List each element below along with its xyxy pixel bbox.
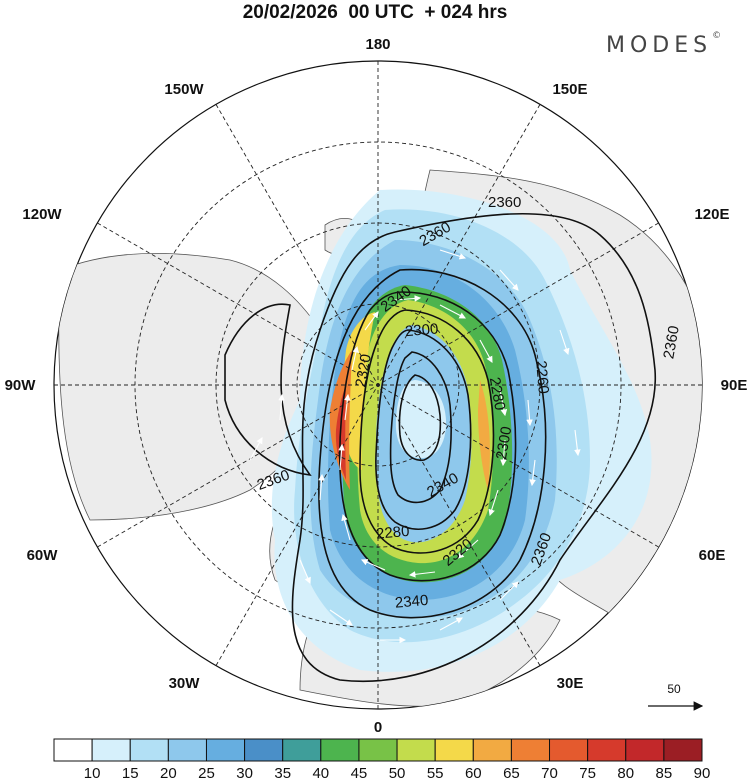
colorbar-tick-label: 55 [427,765,444,782]
colorbar-tick-label: 15 [122,765,139,782]
colorbar-box [320,738,360,762]
contour-label: 2300 [493,425,516,461]
colorbar-box [396,738,436,762]
colorbar-box [358,738,398,762]
contour-2340 [318,268,547,619]
colorbar-tick-label: 70 [541,765,558,782]
contour-2360-west [224,303,312,477]
colorbar-tick-label: 40 [312,765,329,782]
colorbar-box [625,738,665,762]
colorbar-box [510,738,551,762]
colorbar-box [663,738,703,762]
colorbar-tick-label: 60 [465,765,482,782]
contour-label: 2300 [404,320,439,340]
colorbar-box [91,738,131,762]
jet-east-orange [478,380,490,490]
lon-label-90e: 90E [721,377,748,394]
contour-2260 [389,351,452,504]
colorbar-boxes [53,738,703,762]
colorbar-box [282,738,322,762]
contour-2320 [338,291,517,582]
colorbar-box [549,738,589,762]
lon-label-120w: 120W [22,206,62,223]
lon-label-90w: 90W [5,377,37,394]
colorbar-labels: 10 15 20 25 30 35 40 45 50 55 60 65 70 75 80 85 90 [84,765,711,782]
lon-label-180: 180 [365,36,390,53]
contour-2240 [398,374,442,461]
lon-label-150e: 150E [552,81,587,98]
jet-band-60 [342,312,375,470]
polar-map: 2360 2360 2360 2360 2340 2320 2300 2280 … [5,36,748,735]
colorbar-tick-label: 35 [274,765,291,782]
inner-center [395,380,447,459]
lon-label-30w: 30W [169,675,201,692]
wind-vectors [249,249,581,644]
lon-label-150w: 150W [164,81,204,98]
colorbar-box [587,738,627,762]
map-title: 20/02/2026 00 UTC + 024 hrs [242,2,508,23]
lon-label-120e: 120E [694,206,729,223]
contour-label: 2320 [352,353,375,389]
colorbar-tick-label: 45 [351,765,368,782]
colorbar-tick-label: 65 [503,765,520,782]
colorbar-tick-label: 80 [617,765,634,782]
contour-2360-outer [291,212,656,682]
longitude-labels: 180 0 90W 90E 150W 120W 150E 120E 60W 30… [5,36,748,735]
brand-logo: MODES© [606,30,722,58]
height-contours [224,212,656,682]
contour-label: 2360 [660,324,683,360]
colorbar-tick-label: 50 [389,765,406,782]
colorbar-box [472,738,512,762]
contour-label: 2280 [375,523,410,543]
brand-name: MODES [606,33,713,58]
colorbar-tick-label: 75 [579,765,596,782]
graticule [54,61,702,709]
lon-label-60e: 60E [699,547,726,564]
contour-label: 2280 [486,376,509,412]
lon-label-30e: 30E [557,675,584,692]
brand-copyright: © [712,30,722,41]
colorbar-tick-label: 10 [84,765,101,782]
contour-label: 2360 [488,194,521,211]
contour-label: 2340 [394,592,429,612]
contour-2300 [359,309,495,554]
colorbar-box [167,738,207,762]
reference-vector-label: 50 [667,682,681,696]
colorbar-box [129,738,169,762]
colorbar-box [434,738,474,762]
colorbar-tick-label: 20 [160,765,177,782]
contour-label: 2260 [532,360,552,395]
colorbar-tick-label: 30 [236,765,253,782]
lon-label-0: 0 [374,719,382,735]
reference-vector: 50 [648,682,704,711]
colorbar-box [205,738,246,762]
colorbar-box [53,738,93,762]
contour-2280 [375,329,472,530]
colorbar-tick-label: 90 [694,765,711,782]
colorbar-tick-label: 85 [656,765,673,782]
lon-label-60w: 60W [27,547,59,564]
colorbar-tick-label: 25 [198,765,215,782]
colorbar-box [244,738,284,762]
